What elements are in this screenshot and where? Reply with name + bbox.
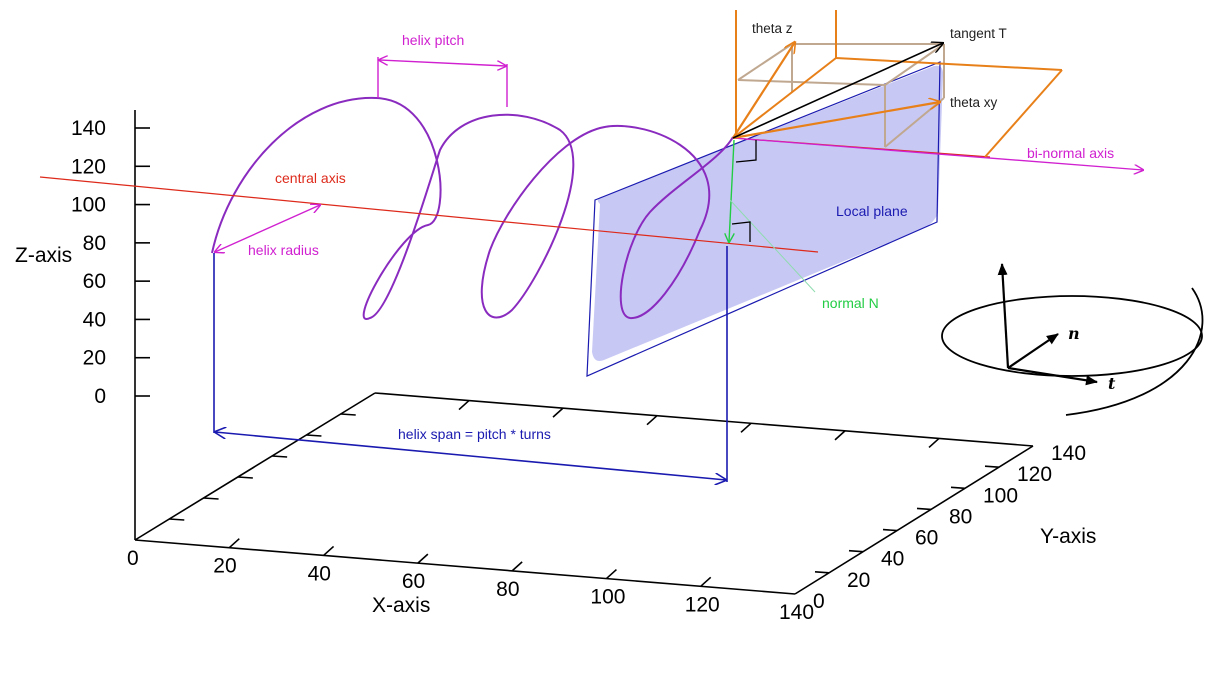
x-tick-mark — [323, 545, 335, 557]
floor-back-tick — [552, 407, 564, 418]
y-tick-mark — [848, 549, 864, 553]
theta-xy-label: theta xy — [950, 95, 998, 110]
x-axis-ticks: 0 20 40 60 80 100 120 140 — [127, 538, 814, 624]
z-tick-label: 60 — [83, 270, 106, 293]
x-tick-mark — [228, 538, 240, 549]
floor-left-tick — [203, 497, 219, 500]
floor-back-tick — [646, 415, 658, 426]
inset-up-vector — [997, 263, 1010, 369]
y-tick-label: 100 — [983, 484, 1018, 507]
x-tick-mark — [700, 576, 712, 587]
floor-left-tick — [340, 413, 356, 416]
z-tick-label: 100 — [71, 194, 106, 217]
x-axis-title: X-axis — [372, 594, 430, 617]
x-tick-mark — [605, 568, 617, 580]
x-tick-label: 60 — [402, 570, 425, 593]
central-axis-label: central axis — [275, 170, 346, 186]
y-axis-line — [794, 445, 1034, 595]
inset-n-vector — [1007, 333, 1059, 369]
y-tick-mark — [950, 486, 966, 490]
x-tick-label: 140 — [779, 601, 814, 624]
y-tick-label: 20 — [847, 569, 870, 592]
binormal-right-angle-marker — [735, 140, 757, 163]
floor-left-tick — [237, 476, 253, 479]
local-plane-label: Local plane — [836, 203, 908, 219]
floor-back-tick — [834, 430, 846, 441]
normal-leader-line — [729, 199, 816, 293]
y-axis-title: Y-axis — [1040, 525, 1096, 548]
z-tick-label: 120 — [71, 155, 106, 178]
local-plane-edge — [586, 61, 941, 377]
normal-vector — [729, 139, 735, 242]
frenet-inset: n t — [941, 263, 1204, 416]
inset-t-vector — [1007, 366, 1098, 386]
floor-left-ticks — [169, 413, 356, 521]
tangent-frame-box — [737, 43, 945, 148]
theta-z-label: theta z — [752, 21, 793, 36]
floor-back-edge — [374, 392, 1034, 447]
inset-ellipse — [941, 295, 1203, 377]
y-tick-label: 120 — [1017, 463, 1052, 486]
binormal-label: bi-normal axis — [1027, 145, 1114, 161]
x-tick-mark — [417, 553, 429, 564]
central-axis-line — [39, 176, 819, 253]
local-plane-soft-fill — [592, 65, 944, 361]
y-tick-label: 60 — [915, 527, 938, 550]
y-tick-label: 80 — [949, 505, 972, 528]
y-tick-mark — [814, 571, 830, 574]
floor-left-tick — [272, 455, 288, 458]
helix-radius-arrow — [215, 205, 320, 252]
helix-pitch-bracket — [377, 57, 508, 107]
floor-back-tick — [928, 437, 940, 449]
y-tick-label: 40 — [881, 548, 904, 571]
z-axis-ticks: 0 20 40 60 80 100 120 140 — [71, 117, 150, 408]
y-tick-label: 140 — [1051, 442, 1086, 465]
inset-spiral-tail — [1065, 287, 1204, 416]
floor-back-tick — [740, 422, 752, 433]
floor-back-tick — [458, 399, 470, 411]
helix-span-label: helix span = pitch * turns — [398, 426, 551, 442]
floor-back-left-edge — [134, 392, 376, 541]
helix-curve — [211, 96, 734, 320]
helix-span-dimension — [213, 246, 728, 482]
helix-radius-label: helix radius — [248, 242, 319, 258]
inset-t-label: t — [1108, 374, 1116, 393]
tangent-vector — [732, 43, 943, 139]
z-tick-label: 40 — [83, 308, 106, 331]
helix-pitch-label: helix pitch — [402, 32, 464, 48]
y-tick-mark — [916, 507, 932, 511]
x-tick-label: 100 — [590, 586, 625, 609]
binormal-axis-arrow — [732, 137, 1143, 170]
x-tick-label: 80 — [496, 578, 519, 601]
x-tick-label: 40 — [308, 562, 331, 585]
z-tick-label: 80 — [83, 232, 106, 255]
tangent-label: tangent T — [950, 26, 1007, 41]
z-axis-title: Z-axis — [15, 244, 72, 267]
y-tick-mark — [882, 528, 898, 532]
theta-z-vector — [732, 42, 795, 139]
normal-label: normal N — [822, 295, 879, 311]
y-tick-label: 0 — [813, 590, 825, 613]
z-tick-label: 140 — [71, 117, 106, 140]
x-axis-line — [134, 539, 796, 595]
floor-left-tick — [306, 434, 322, 437]
x-tick-label: 0 — [127, 547, 139, 570]
x-tick-label: 120 — [685, 593, 720, 616]
floor-left-tick — [169, 518, 185, 521]
tangent-frame-orange — [732, 10, 1063, 158]
y-tick-mark — [984, 465, 1000, 468]
x-tick-mark — [511, 561, 523, 572]
theta-xy-vector — [732, 102, 940, 140]
z-tick-label: 0 — [94, 385, 106, 408]
normal-right-angle-marker — [731, 221, 751, 242]
x-tick-label: 20 — [213, 555, 236, 578]
z-tick-label: 20 — [83, 347, 106, 370]
floor-back-ticks — [458, 399, 940, 449]
inset-n-label: n — [1068, 324, 1080, 343]
